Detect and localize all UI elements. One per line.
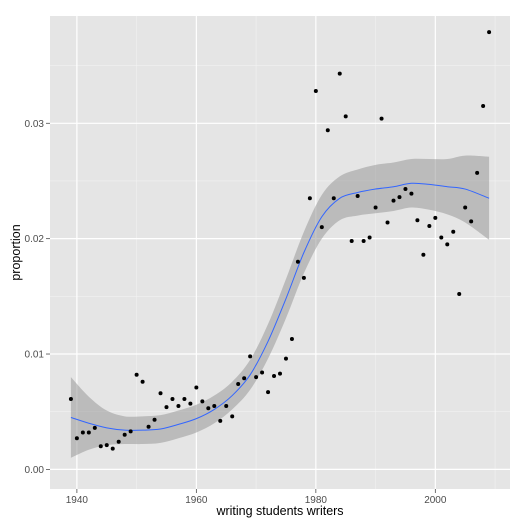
data-point [248, 354, 253, 359]
x-tick-label: 1940 [66, 495, 89, 506]
y-tick-label: 0.00 [25, 465, 45, 476]
data-point [475, 170, 480, 175]
data-point [176, 403, 181, 408]
y-tick-label: 0.01 [25, 350, 45, 361]
data-point [421, 252, 426, 257]
data-point [325, 128, 330, 133]
data-point [379, 116, 384, 121]
data-point [355, 193, 360, 198]
data-point [92, 425, 97, 430]
data-point [158, 391, 163, 396]
data-point [188, 401, 193, 406]
data-point [445, 242, 450, 247]
data-point [367, 235, 372, 240]
data-point [146, 424, 151, 429]
data-point [433, 215, 438, 220]
data-point [403, 187, 408, 192]
y-tick-label: 0.02 [25, 234, 45, 245]
y-axis-title: proportion [9, 224, 23, 280]
data-point [463, 205, 468, 210]
data-point [307, 196, 312, 201]
data-point [116, 439, 121, 444]
smooth-line-layer [70, 182, 490, 431]
data-point [260, 370, 265, 375]
data-point [409, 191, 414, 196]
data-point [242, 376, 247, 381]
data-point [289, 337, 294, 342]
data-point [481, 103, 486, 108]
data-point [343, 114, 348, 119]
data-points [68, 30, 492, 451]
data-point [385, 220, 390, 225]
data-point [301, 275, 306, 280]
x-tick-label: 1960 [185, 495, 208, 506]
data-point [469, 219, 474, 224]
data-point [194, 385, 199, 390]
confidence-band [70, 155, 490, 458]
confidence-band-layer [70, 155, 490, 458]
y-tick-label: 0.03 [25, 119, 45, 130]
x-axis: 1940 1960 1980 2000 [66, 489, 447, 506]
x-axis-title: writing students writers [215, 504, 343, 518]
data-point [331, 196, 336, 201]
data-point [397, 195, 402, 200]
data-point [278, 371, 282, 376]
data-point [200, 399, 205, 404]
data-point [313, 88, 318, 93]
data-point [391, 198, 396, 203]
data-point [80, 430, 85, 435]
data-point [337, 71, 342, 76]
data-point [373, 205, 378, 210]
data-point [74, 436, 79, 441]
data-point [86, 430, 91, 435]
data-point [104, 443, 109, 448]
data-point [164, 405, 169, 410]
data-point [110, 446, 115, 451]
data-point [236, 382, 241, 387]
data-point [319, 225, 324, 230]
smooth-line [70, 182, 490, 431]
data-point [140, 379, 145, 384]
data-point [230, 414, 235, 419]
data-point [122, 432, 127, 437]
data-point [295, 259, 300, 264]
data-point [457, 292, 462, 297]
y-axis: 0.00 0.01 0.02 0.03 [25, 119, 50, 476]
data-point [206, 406, 211, 411]
data-point [451, 229, 456, 234]
x-tick-label: 2000 [424, 495, 447, 506]
data-point [68, 397, 73, 402]
data-point [128, 429, 133, 434]
data-point [427, 223, 432, 228]
data-point [212, 403, 217, 408]
data-point [283, 356, 288, 361]
data-point [218, 418, 223, 423]
data-point [98, 444, 103, 449]
x-tick-label: 1980 [305, 495, 328, 506]
data-point [152, 417, 157, 422]
data-point [182, 397, 187, 402]
data-point [349, 238, 354, 243]
plot-panel [50, 16, 510, 489]
data-point [439, 235, 444, 240]
data-point [272, 373, 277, 378]
data-point [170, 397, 175, 402]
data-point [266, 390, 271, 395]
data-point [254, 375, 259, 380]
data-point [415, 218, 420, 223]
data-point [134, 372, 139, 377]
data-point [361, 238, 366, 243]
data-point [487, 30, 492, 35]
data-point [224, 403, 229, 408]
